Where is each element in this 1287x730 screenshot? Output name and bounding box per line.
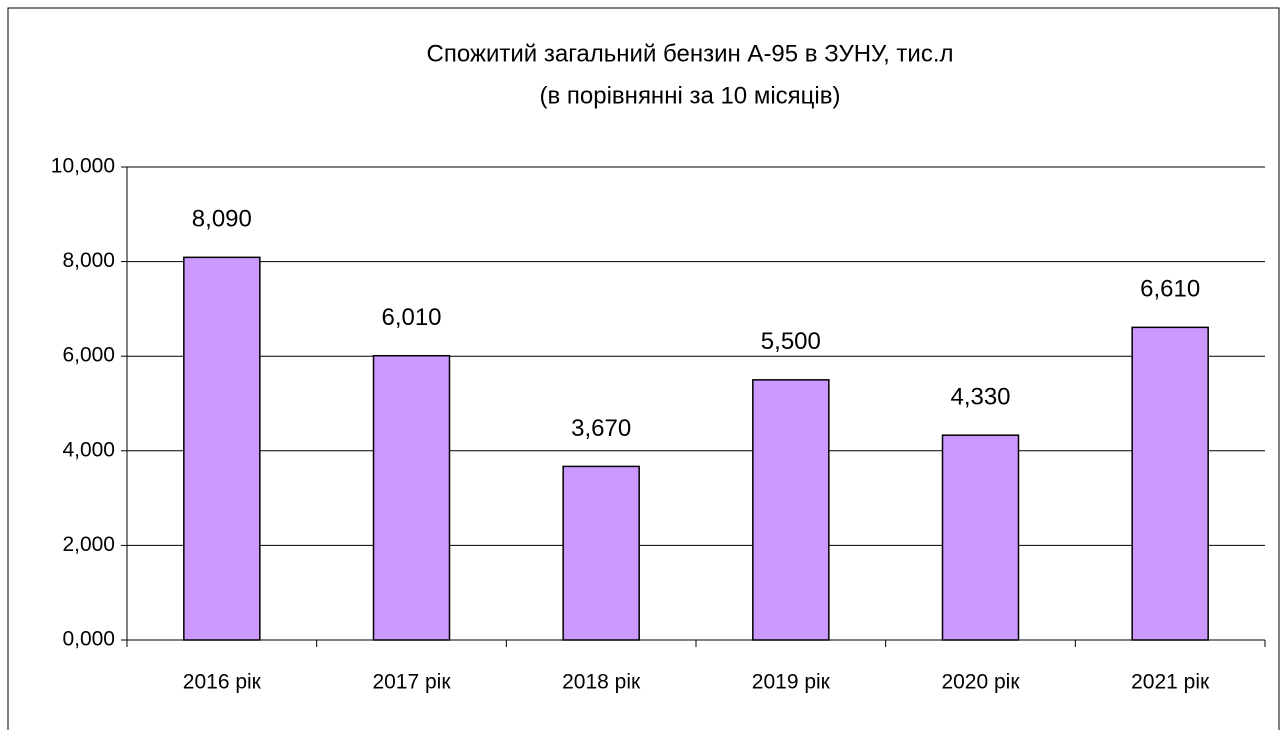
x-tick-label: 2021 рік (1131, 671, 1210, 694)
data-label: 8,090 (192, 206, 252, 233)
bar (562, 465, 640, 641)
data-label: 3,670 (571, 415, 631, 442)
x-tick-label: 2017 рік (372, 671, 451, 694)
data-label: 4,330 (950, 384, 1010, 411)
y-tick-label: 6,000 (62, 344, 115, 367)
chart-frame (7, 7, 1280, 730)
y-tick-label: 10,000 (51, 155, 115, 178)
x-tick-label: 2018 рік (562, 671, 641, 694)
bar (183, 256, 261, 641)
y-tick-label: 8,000 (62, 249, 115, 272)
y-tick-label: 0,000 (62, 628, 115, 651)
y-tick-label: 4,000 (62, 438, 115, 461)
x-tick-label: 2020 рік (941, 671, 1020, 694)
bar (941, 434, 1020, 641)
data-label: 5,500 (761, 328, 821, 355)
chart-title: Спожитий загальний бензин А-95 в ЗУНУ, т… (427, 40, 954, 67)
x-tick-label: 2019 рік (752, 671, 831, 694)
y-tick-label: 2,000 (62, 533, 115, 556)
x-tick-label: 2016 рік (183, 671, 262, 694)
chart-subtitle: (в порівнянні за 10 місяців) (540, 82, 841, 109)
bar (372, 354, 451, 641)
data-label: 6,010 (381, 304, 441, 331)
data-label: 6,610 (1140, 276, 1200, 303)
bar (752, 379, 830, 641)
bar (1131, 326, 1209, 641)
